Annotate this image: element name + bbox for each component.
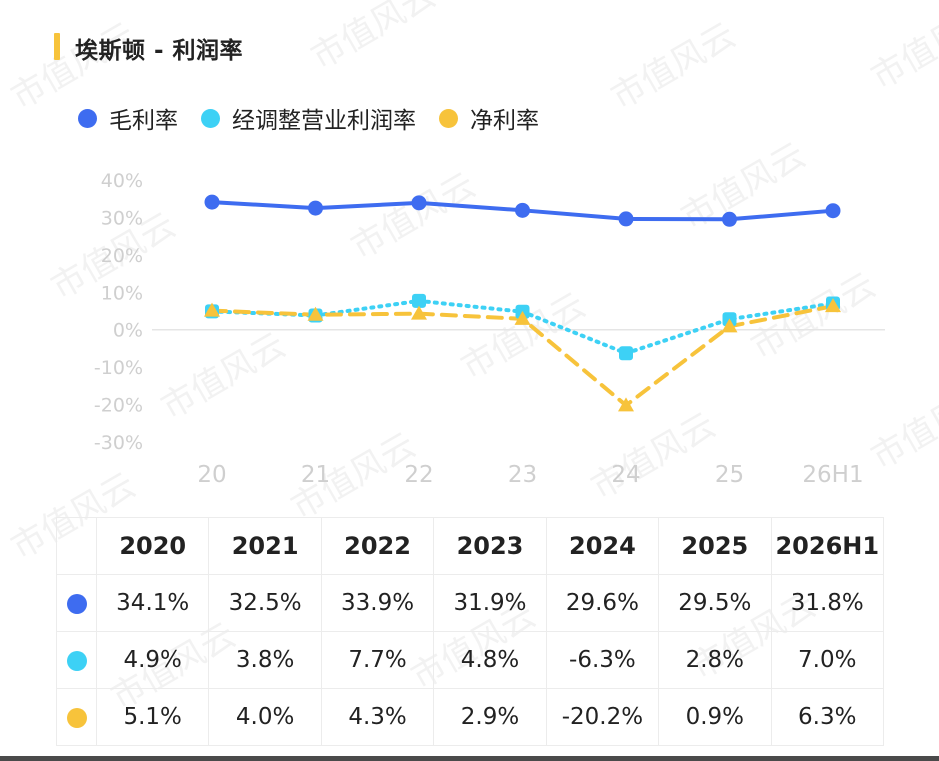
- table-cell: 34.1%: [95, 574, 210, 632]
- legend-marker-adjusted-margin: [201, 108, 220, 128]
- watermark-text: 市值风云: [605, 15, 743, 118]
- table-header-cell: 2020: [95, 517, 210, 575]
- y-tick-label: 20%: [101, 245, 143, 267]
- table-cell: 2.8%: [658, 631, 772, 689]
- data-point: [204, 302, 220, 317]
- table-cell: 5.1%: [95, 688, 210, 746]
- table-header-cell: 2022: [320, 517, 435, 575]
- legend-label-gross-margin: 毛利率: [109, 108, 178, 134]
- data-point: [411, 305, 427, 320]
- row-marker-adjusted-margin: [66, 650, 87, 671]
- data-point: [307, 306, 324, 321]
- row-marker-cell: [56, 574, 97, 632]
- legend-marker-net-margin: [439, 108, 458, 128]
- legend-label-net-margin: 净利率: [470, 108, 539, 134]
- y-tick-label: -30%: [94, 432, 143, 454]
- y-tick-label: 10%: [101, 282, 143, 304]
- table-cell: 4.8%: [433, 631, 547, 689]
- legend-marker-gross-margin: [78, 108, 97, 128]
- data-point: [308, 200, 323, 216]
- legend-item-net-margin: 净利率: [439, 101, 539, 135]
- data-point: [721, 318, 738, 333]
- data-point: [618, 397, 634, 412]
- table-header-cell: 2021: [208, 517, 322, 575]
- table-header-cell: 2023: [433, 517, 547, 575]
- table-cell: 4.3%: [320, 688, 435, 746]
- table-corner-cell: [56, 517, 97, 575]
- row-marker-gross-margin: [66, 593, 87, 614]
- table-header-row: 2020 2021 2022 2023 2024 2025 2026H1: [56, 517, 885, 575]
- watermark-text: 市值风云: [865, 0, 939, 98]
- x-tick-label: 26H1: [802, 462, 863, 488]
- table-cell: 4.9%: [95, 631, 210, 689]
- legend-item-gross-margin: 毛利率: [78, 101, 178, 135]
- x-tick-label: 23: [508, 462, 537, 488]
- table-cell: 7.0%: [770, 631, 885, 689]
- table-cell: 31.9%: [433, 574, 547, 632]
- y-tick-label: -20%: [94, 395, 143, 417]
- table-header-cell: 2024: [545, 517, 660, 575]
- watermark-text: 市值风云: [305, 0, 443, 78]
- table-cell: 0.9%: [658, 688, 772, 746]
- chart-legend: 毛利率 经调整营业利润率 净利率: [78, 101, 562, 135]
- data-point: [825, 203, 841, 219]
- y-tick-label: 30%: [101, 207, 143, 229]
- table-cell: 4.0%: [208, 688, 322, 746]
- data-point: [412, 293, 426, 308]
- data-point: [204, 194, 220, 210]
- data-point: [825, 298, 841, 313]
- title-accent-bar: [54, 33, 60, 60]
- legend-label-adjusted-margin: 经调整营业利润率: [232, 108, 416, 134]
- table-row-gross-margin: 34.1% 32.5% 33.9% 31.9% 29.6% 29.5% 31.8…: [56, 574, 885, 632]
- table-cell: 32.5%: [208, 574, 322, 632]
- row-marker-cell: [56, 631, 97, 689]
- data-point: [722, 211, 737, 227]
- x-tick-label: 22: [404, 462, 433, 488]
- page-title: 埃斯顿 - 利润率: [75, 38, 244, 64]
- y-tick-label: 0%: [113, 320, 143, 342]
- table-cell: 31.8%: [770, 574, 885, 632]
- row-marker-cell: [56, 688, 97, 746]
- table-cell: 6.3%: [770, 688, 885, 746]
- table-header-cell: 2025: [658, 517, 772, 575]
- table-header-cell: 2026H1: [770, 517, 885, 575]
- data-point: [619, 346, 633, 361]
- bottom-divider: [0, 756, 939, 761]
- table-cell: 29.5%: [658, 574, 772, 632]
- y-tick-label: -10%: [94, 357, 143, 379]
- data-point: [514, 310, 531, 325]
- line-chart: 40% 30% 20% 10% 0% -10% -20% -30% 20 21 22 23 24 25 26…: [94, 170, 885, 488]
- row-marker-net-margin: [66, 707, 87, 728]
- data-point: [411, 195, 427, 211]
- y-tick-label: 40%: [101, 170, 143, 192]
- x-tick-label: 20: [197, 462, 226, 488]
- data-table: 2020 2021 2022 2023 2024 2025 2026H1 34.…: [56, 517, 885, 746]
- table-cell: 3.8%: [208, 631, 322, 689]
- table-cell: 7.7%: [320, 631, 435, 689]
- table-row-adjusted-margin: 4.9% 3.8% 7.7% 4.8% -6.3% 2.8% 7.0%: [56, 631, 885, 689]
- table-cell: 2.9%: [433, 688, 547, 746]
- x-tick-label: 25: [715, 462, 744, 488]
- table-cell: -20.2%: [545, 688, 660, 746]
- table-cell: 29.6%: [545, 574, 660, 632]
- data-point: [515, 202, 530, 218]
- table-row-net-margin: 5.1% 4.0% 4.3% 2.9% -20.2% 0.9% 6.3%: [56, 688, 885, 746]
- table-cell: -6.3%: [545, 631, 660, 689]
- data-point: [618, 211, 634, 227]
- x-tick-label: 21: [301, 462, 330, 488]
- legend-item-adjusted-margin: 经调整营业利润率: [201, 101, 416, 135]
- x-tick-label: 24: [611, 462, 640, 488]
- table-cell: 33.9%: [320, 574, 435, 632]
